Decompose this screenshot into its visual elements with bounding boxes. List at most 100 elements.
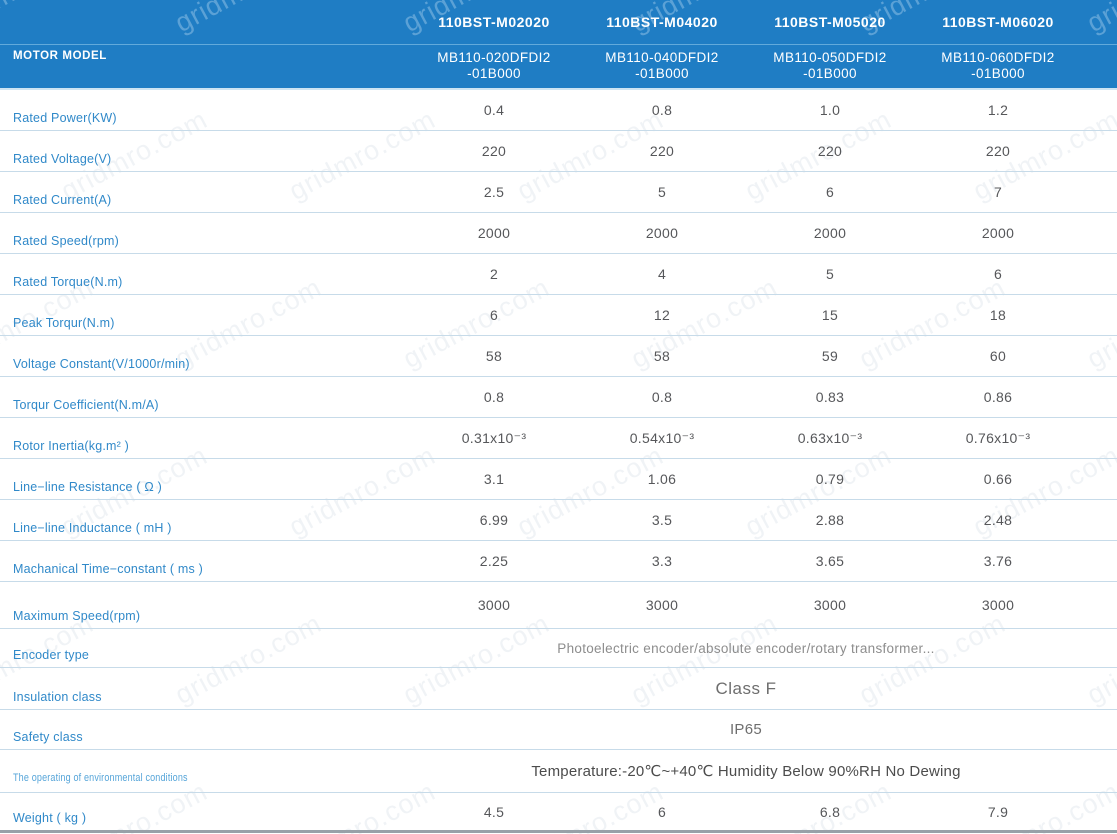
row-values: Photoelectric encoder/absolute encoder/r… xyxy=(410,629,1082,667)
value-cell-spanning: Temperature:-20℃~+40℃ Humidity Below 90%… xyxy=(531,763,961,780)
table-row-rotor-inertia: Rotor Inertia(kg.m² ) 0.31x10⁻³ 0.54x10⁻… xyxy=(0,418,1117,459)
row-values: Temperature:-20℃~+40℃ Humidity Below 90%… xyxy=(410,750,1082,792)
submodel-line1: MB110-060DFDI2 xyxy=(941,50,1055,65)
row-values: 0.8 0.8 0.83 0.86 xyxy=(410,377,1082,417)
value-cell: 0.54x10⁻³ xyxy=(629,429,695,446)
table-row-mechanical-time-constant: Machanical Time−constant ( ms ) 2.25 3.3… xyxy=(0,541,1117,582)
table-row-encoder-type: Encoder type Photoelectric encoder/absol… xyxy=(0,629,1117,668)
row-label: Weight ( kg ) xyxy=(13,811,87,825)
value-cell: 3.3 xyxy=(651,553,673,569)
value-cell: 2000 xyxy=(645,225,679,241)
row-label: Maximum Speed(rpm) xyxy=(13,609,141,623)
row-label: Rated Current(A) xyxy=(13,193,112,207)
value-cell: 4 xyxy=(657,266,667,282)
column-header-model: 110BST-M02020 xyxy=(438,14,550,30)
value-cell: 6 xyxy=(993,266,1003,282)
table-row-rated-current: Rated Current(A) 2.5 5 6 7 xyxy=(0,172,1117,213)
submodel-line2: -01B000 xyxy=(971,66,1025,81)
value-cell: 1.2 xyxy=(987,102,1009,118)
row-values: 6.99 3.5 2.88 2.48 xyxy=(410,500,1082,540)
row-label: Peak Torqur(N.m) xyxy=(13,316,115,330)
value-cell: 60 xyxy=(989,348,1007,364)
table-row-peak-torque: Peak Torqur(N.m) 6 12 15 18 xyxy=(0,295,1117,336)
row-label: Voltage Constant(V/1000r/min) xyxy=(13,357,190,371)
value-cell: 6.8 xyxy=(819,803,841,820)
row-values: 2000 2000 2000 2000 xyxy=(410,213,1082,253)
row-values: 3.1 1.06 0.79 0.66 xyxy=(410,459,1082,499)
row-label: Machanical Time−constant ( ms ) xyxy=(13,562,203,576)
value-cell: 2000 xyxy=(477,225,511,241)
value-cell: 0.66 xyxy=(983,471,1013,487)
table-body: Rated Power(KW) 0.4 0.8 1.0 1.2 Rated Vo… xyxy=(0,90,1117,833)
row-label: Rated Torque(N.m) xyxy=(13,275,123,289)
value-cell-spanning: Class F xyxy=(715,678,777,698)
value-cell: 2 xyxy=(489,266,499,282)
column-header-submodel: MB110-020DFDI2 -01B000 xyxy=(410,50,578,82)
row-values: Class F xyxy=(410,668,1082,709)
table-row-voltage-constant: Voltage Constant(V/1000r/min) 58 58 59 6… xyxy=(0,336,1117,377)
row-label: Torqur Coefficient(N.m/A) xyxy=(13,398,159,412)
table-row-line-resistance: Line−line Resistance ( Ω ) 3.1 1.06 0.79… xyxy=(0,459,1117,500)
value-cell: 3.1 xyxy=(483,471,505,487)
value-cell: 6.99 xyxy=(479,512,509,528)
row-values: IP65 xyxy=(410,710,1082,749)
row-values: 4.5 6 6.8 7.9 xyxy=(410,793,1082,830)
value-cell: 0.76x10⁻³ xyxy=(965,429,1031,446)
row-values: 2.25 3.3 3.65 3.76 xyxy=(410,541,1082,581)
value-cell: 1.06 xyxy=(647,471,677,487)
row-values: 2.5 5 6 7 xyxy=(410,172,1082,212)
row-values: 0.4 0.8 1.0 1.2 xyxy=(410,90,1082,130)
value-cell: 0.79 xyxy=(815,471,845,487)
submodel-line1: MB110-040DFDI2 xyxy=(605,50,719,65)
value-cell: 2.25 xyxy=(479,553,509,569)
value-cell: 0.8 xyxy=(651,102,673,118)
watermark-text: gridmro.com xyxy=(1082,0,1117,39)
value-cell: 15 xyxy=(821,307,839,323)
row-label: Line−line Inductance ( mH ) xyxy=(13,521,172,535)
value-cell: 59 xyxy=(821,348,839,364)
value-cell: 0.83 xyxy=(815,389,845,405)
table-row-safety-class: Safety class IP65 xyxy=(0,710,1117,750)
row-label: Safety class xyxy=(13,730,83,744)
value-cell: 220 xyxy=(985,143,1011,159)
submodel-line1: MB110-020DFDI2 xyxy=(437,50,551,65)
table-row-rated-speed: Rated Speed(rpm) 2000 2000 2000 2000 xyxy=(0,213,1117,254)
value-cell: 6 xyxy=(825,184,835,200)
submodel-line2: -01B000 xyxy=(467,66,521,81)
table-row-insulation-class: Insulation class Class F xyxy=(0,668,1117,710)
column-header-model: 110BST-M06020 xyxy=(942,14,1054,30)
row-values: 6 12 15 18 xyxy=(410,295,1082,335)
value-cell: 1.0 xyxy=(819,102,841,118)
value-cell: 12 xyxy=(653,307,671,323)
row-label: Encoder type xyxy=(13,648,90,662)
value-cell: 3.65 xyxy=(815,553,845,569)
table-row-torque-coefficient: Torqur Coefficient(N.m/A) 0.8 0.8 0.83 0… xyxy=(0,377,1117,418)
column-header-model: 110BST-M05020 xyxy=(774,14,886,30)
row-values: 0.31x10⁻³ 0.54x10⁻³ 0.63x10⁻³ 0.76x10⁻³ xyxy=(410,418,1082,458)
table-row-rated-torque: Rated Torque(N.m) 2 4 5 6 xyxy=(0,254,1117,295)
value-cell: 3000 xyxy=(645,597,679,613)
row-values: 58 58 59 60 xyxy=(410,336,1082,376)
value-cell: 0.63x10⁻³ xyxy=(797,429,863,446)
table-row-rated-voltage: Rated Voltage(V) 220 220 220 220 xyxy=(0,131,1117,172)
value-cell-spanning: Photoelectric encoder/absolute encoder/r… xyxy=(557,640,935,656)
table-row-line-inductance: Line−line Inductance ( mH ) 6.99 3.5 2.8… xyxy=(0,500,1117,541)
row-label: Rated Voltage(V) xyxy=(13,152,112,166)
row-label: Rated Power(KW) xyxy=(13,111,117,125)
value-cell: 58 xyxy=(653,348,671,364)
value-cell: 6 xyxy=(489,307,499,323)
value-cell: 0.86 xyxy=(983,389,1013,405)
submodel-line1: MB110-050DFDI2 xyxy=(773,50,887,65)
row-values: 220 220 220 220 xyxy=(410,131,1082,171)
row-label: Insulation class xyxy=(13,690,102,704)
table-row-maximum-speed: Maximum Speed(rpm) 3000 3000 3000 3000 xyxy=(0,582,1117,629)
value-cell: 3000 xyxy=(981,597,1015,613)
value-cell: 3000 xyxy=(813,597,847,613)
value-cell: 0.8 xyxy=(483,389,505,405)
header-divider xyxy=(0,44,1117,45)
watermark-text: gridmro.com xyxy=(170,0,327,39)
row-values: 3000 3000 3000 3000 xyxy=(410,582,1082,628)
value-cell: 220 xyxy=(817,143,843,159)
table-row-rated-power: Rated Power(KW) 0.4 0.8 1.0 1.2 xyxy=(0,90,1117,131)
